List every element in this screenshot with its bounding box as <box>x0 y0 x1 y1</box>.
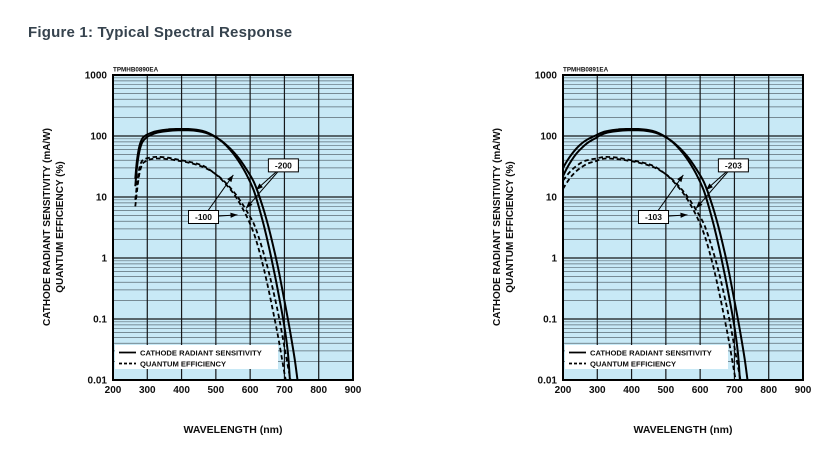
y-tick-label: 0.01 <box>88 376 108 387</box>
callout--203: -203 <box>695 158 749 209</box>
y-tick-label: 10 <box>96 193 108 204</box>
legend-box <box>565 345 728 369</box>
y-tick-label: 0.1 <box>93 315 107 326</box>
spectral-chart-left: CATHODE RADIANT SENSITIVITY QUANTUM EFFIC… <box>35 58 375 458</box>
y-axis-label-line1: CATHODE RADIANT SENSITIVITY (mA/W) <box>492 128 503 326</box>
y-tick-label: 1000 <box>85 71 108 82</box>
spectral-plot-right: CATHODE RADIANT SENSITIVITY QUANTUM EFFIC… <box>535 67 812 397</box>
curve--200-cathode-radiant-sensitivity <box>134 129 299 380</box>
y-tick-label: 1000 <box>535 71 558 82</box>
y-axis-label-line1: CATHODE RADIANT SENSITIVITY (mA/W) <box>42 128 53 326</box>
x-tick-label: 900 <box>795 385 812 396</box>
legend-dashed-label: QUANTUM EFFICIENCY <box>140 360 226 369</box>
callout--100: -100 <box>188 174 238 225</box>
legend-box <box>115 345 278 369</box>
callout-arrowhead <box>227 174 234 183</box>
chart-id: TPMHB0891EA <box>563 67 609 74</box>
x-tick-label: 700 <box>726 385 743 396</box>
plot-area <box>563 75 803 380</box>
callout-arrow-line <box>245 165 284 209</box>
legend: CATHODE RADIANT SENSITIVITY QUANTUM EFFIC… <box>565 345 728 369</box>
x-axis-label: WAVELENGTH (nm) <box>633 424 733 436</box>
x-tick-label: 500 <box>658 385 675 396</box>
legend-solid-label: CATHODE RADIANT SENSITIVITY <box>140 349 262 358</box>
x-tick-label: 200 <box>555 385 572 396</box>
curve--203-cathode-radiant-sensitivity <box>563 129 749 380</box>
y-tick-label: 1 <box>551 254 557 265</box>
callout-arrowhead <box>256 183 263 190</box>
x-tick-label: 300 <box>589 385 606 396</box>
callout-arrowhead <box>230 212 238 218</box>
y-axis-label-line2: QUANTUM EFFICIENCY (%) <box>505 161 516 293</box>
x-tick-label: 400 <box>623 385 640 396</box>
x-tick-label: 900 <box>345 385 362 396</box>
curve--203-quantum-efficiency <box>563 157 742 380</box>
callout--200: -200 <box>245 158 299 209</box>
callout-arrowhead <box>677 174 684 183</box>
x-tick-label: 800 <box>760 385 777 396</box>
x-tick-label: 500 <box>208 385 225 396</box>
callout-box <box>638 210 670 225</box>
spectral-chart-right: CATHODE RADIANT SENSITIVITY QUANTUM EFFIC… <box>485 58 825 458</box>
y-tick-label: 1 <box>101 254 107 265</box>
y-axis-label: CATHODE RADIANT SENSITIVITY (mA/W) QUANT… <box>41 67 71 387</box>
legend-dashed-label: QUANTUM EFFICIENCY <box>590 360 676 369</box>
callout-box <box>717 158 749 173</box>
x-tick-label: 600 <box>692 385 709 396</box>
callout-box <box>267 158 299 173</box>
callout--103: -103 <box>638 174 688 225</box>
y-tick-label: 100 <box>540 132 557 143</box>
grid-minor <box>563 77 803 362</box>
x-tick-label: 800 <box>310 385 327 396</box>
plot-border <box>562 74 804 381</box>
x-tick-label: 200 <box>105 385 122 396</box>
callout-arrow-line <box>695 165 734 209</box>
x-tick-label: 400 <box>173 385 190 396</box>
callout-arrowhead <box>696 201 703 209</box>
callout-label: -203 <box>725 161 742 171</box>
callout-box <box>188 210 220 225</box>
curves <box>563 127 749 380</box>
callout-arrow-line <box>203 174 234 218</box>
curve--103-quantum-efficiency <box>563 155 737 380</box>
y-tick-label: 100 <box>90 132 107 143</box>
y-tick-label: 0.01 <box>538 376 558 387</box>
x-axis-label: WAVELENGTH (nm) <box>183 424 283 436</box>
spectral-plot-left: CATHODE RADIANT SENSITIVITY QUANTUM EFFIC… <box>85 67 362 397</box>
curves <box>134 127 299 380</box>
plot-border <box>112 74 354 381</box>
chart-id: TPMHB0890EA <box>113 67 159 74</box>
callout-label: -100 <box>195 212 212 222</box>
y-tick-label: 10 <box>546 193 558 204</box>
callout-arrowhead <box>246 201 253 209</box>
y-axis-label: CATHODE RADIANT SENSITIVITY (mA/W) QUANT… <box>491 67 521 387</box>
callout-label: -103 <box>645 212 662 222</box>
grid-minor <box>113 77 353 362</box>
curve--200-quantum-efficiency <box>134 157 292 380</box>
callout-arrow-line <box>653 174 684 218</box>
x-tick-label: 600 <box>242 385 259 396</box>
callout-label: -200 <box>275 161 292 171</box>
figure-title: Figure 1: Typical Spectral Response <box>28 24 293 41</box>
y-axis-label-line2: QUANTUM EFFICIENCY (%) <box>55 161 66 293</box>
legend: CATHODE RADIANT SENSITIVITY QUANTUM EFFIC… <box>115 345 278 369</box>
callout-arrowhead <box>706 183 713 190</box>
y-tick-label: 0.1 <box>543 315 557 326</box>
legend-solid-label: CATHODE RADIANT SENSITIVITY <box>590 349 712 358</box>
callout-arrowhead <box>680 212 688 218</box>
x-tick-label: 700 <box>276 385 293 396</box>
x-tick-label: 300 <box>139 385 156 396</box>
plot-area <box>113 75 353 380</box>
